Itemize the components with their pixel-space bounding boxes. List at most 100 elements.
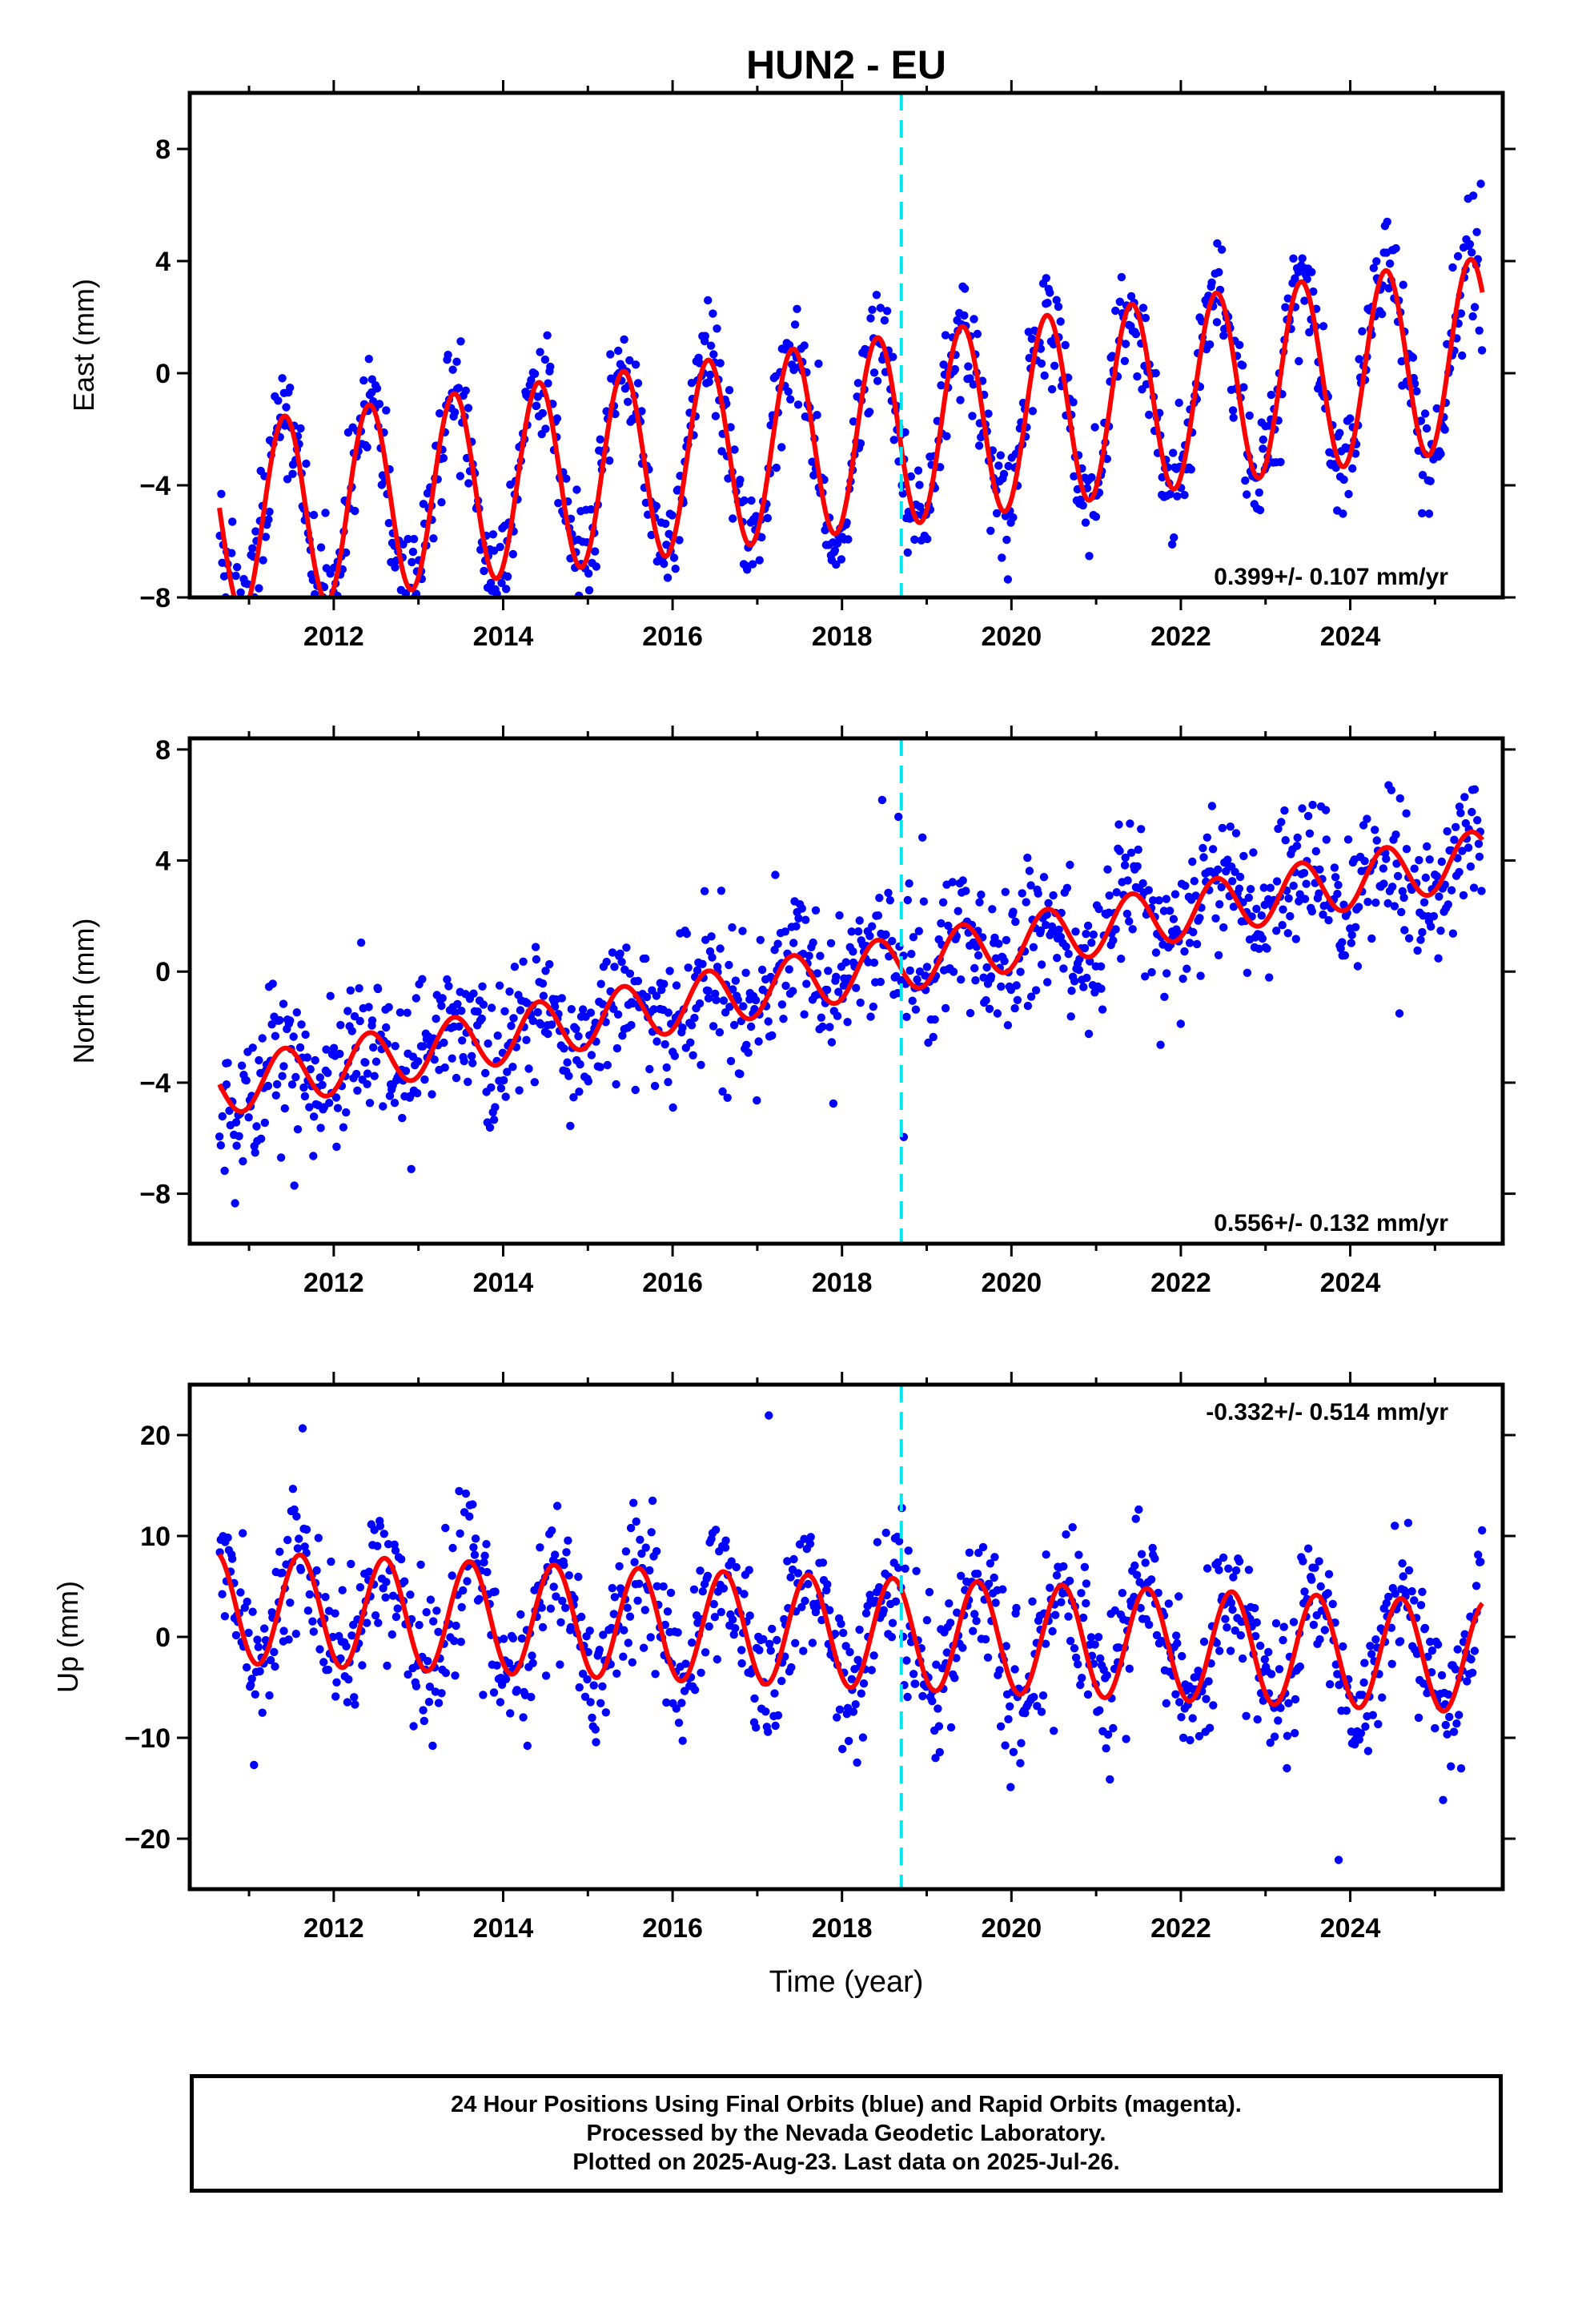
data-point xyxy=(941,331,950,340)
data-point xyxy=(633,1596,642,1606)
data-point xyxy=(1178,975,1187,983)
data-point xyxy=(487,1003,496,1012)
data-point xyxy=(1456,1764,1466,1773)
data-point xyxy=(855,1625,864,1634)
data-point xyxy=(1087,472,1096,482)
data-point xyxy=(1255,944,1263,954)
data-point xyxy=(1308,800,1317,810)
data-point xyxy=(1195,914,1204,923)
data-point xyxy=(316,543,326,552)
data-point xyxy=(236,588,245,597)
data-point xyxy=(312,1566,321,1575)
data-point xyxy=(1108,352,1117,360)
data-point xyxy=(1476,1558,1485,1566)
data-point xyxy=(270,1647,279,1657)
data-point xyxy=(260,1118,269,1128)
data-point xyxy=(652,1582,661,1591)
data-point xyxy=(905,879,913,888)
data-point xyxy=(975,898,984,907)
data-point xyxy=(835,1705,845,1714)
data-point xyxy=(793,304,801,313)
x-tick-label: 2016 xyxy=(642,621,703,652)
data-point xyxy=(355,983,363,993)
data-point xyxy=(223,1533,232,1542)
data-point xyxy=(1094,904,1103,914)
data-point xyxy=(1154,1588,1162,1598)
data-point xyxy=(1399,280,1407,289)
data-point xyxy=(231,1630,241,1640)
data-point xyxy=(541,967,550,975)
data-point xyxy=(1056,317,1065,326)
data-point xyxy=(1047,384,1057,394)
data-point xyxy=(544,1029,552,1039)
data-point xyxy=(545,959,554,969)
data-point xyxy=(487,1083,496,1092)
data-point xyxy=(632,1517,640,1526)
data-point xyxy=(557,994,566,1003)
data-point xyxy=(560,1561,568,1570)
data-point xyxy=(1074,1660,1082,1669)
data-point xyxy=(663,573,673,582)
data-point xyxy=(551,1550,560,1559)
data-point xyxy=(1414,1713,1423,1723)
data-point xyxy=(1355,903,1363,911)
y-tick-label: 8 xyxy=(155,735,171,766)
data-point xyxy=(799,1647,808,1655)
data-point xyxy=(217,489,226,498)
data-point xyxy=(630,1558,639,1566)
data-point xyxy=(496,1698,505,1707)
data-point xyxy=(1448,929,1458,938)
data-point xyxy=(1358,327,1367,336)
x-tick-label: 2016 xyxy=(642,1913,703,1944)
data-point xyxy=(1372,836,1381,845)
data-point xyxy=(1062,883,1072,893)
data-point xyxy=(587,1051,596,1059)
data-point xyxy=(873,1538,882,1546)
data-point xyxy=(661,1039,669,1049)
data-point xyxy=(1213,239,1222,248)
data-point xyxy=(1395,794,1405,803)
data-point xyxy=(266,1655,275,1665)
data-point xyxy=(505,987,514,996)
data-point xyxy=(1302,879,1311,888)
data-point xyxy=(1371,1635,1380,1644)
data-point xyxy=(1218,823,1227,833)
data-point xyxy=(399,540,408,549)
data-point xyxy=(825,1606,834,1614)
y-tick-label: 10 xyxy=(140,1522,171,1552)
data-point xyxy=(700,887,709,896)
data-point xyxy=(562,1548,571,1557)
data-point xyxy=(853,927,863,936)
data-point xyxy=(1397,907,1406,917)
data-point xyxy=(1079,983,1088,991)
data-point xyxy=(1472,1582,1481,1590)
data-point xyxy=(609,1610,618,1618)
data-point xyxy=(1173,492,1182,501)
data-point xyxy=(938,898,948,907)
data-point xyxy=(1112,888,1122,897)
data-point xyxy=(1186,1735,1195,1745)
data-point xyxy=(1229,1573,1238,1582)
data-point xyxy=(1455,802,1464,811)
data-point xyxy=(684,963,693,972)
data-point xyxy=(1374,1719,1383,1729)
data-point xyxy=(731,1624,740,1633)
x-tick-label: 2014 xyxy=(473,1268,534,1298)
data-point xyxy=(1340,951,1350,960)
x-tick-label: 2012 xyxy=(303,1913,364,1944)
data-point xyxy=(1241,476,1250,485)
data-point xyxy=(1299,1557,1307,1566)
data-point xyxy=(781,927,789,936)
data-point xyxy=(1178,1733,1188,1743)
data-point xyxy=(728,923,737,932)
data-point xyxy=(544,379,552,388)
data-point xyxy=(1445,1712,1454,1722)
data-point xyxy=(1395,1009,1404,1018)
data-point xyxy=(228,517,237,526)
data-point xyxy=(322,1045,331,1054)
data-point xyxy=(1006,1702,1014,1711)
data-point xyxy=(290,1505,299,1514)
data-point xyxy=(978,1542,988,1552)
data-point xyxy=(613,1010,623,1019)
data-point xyxy=(1460,1630,1469,1638)
